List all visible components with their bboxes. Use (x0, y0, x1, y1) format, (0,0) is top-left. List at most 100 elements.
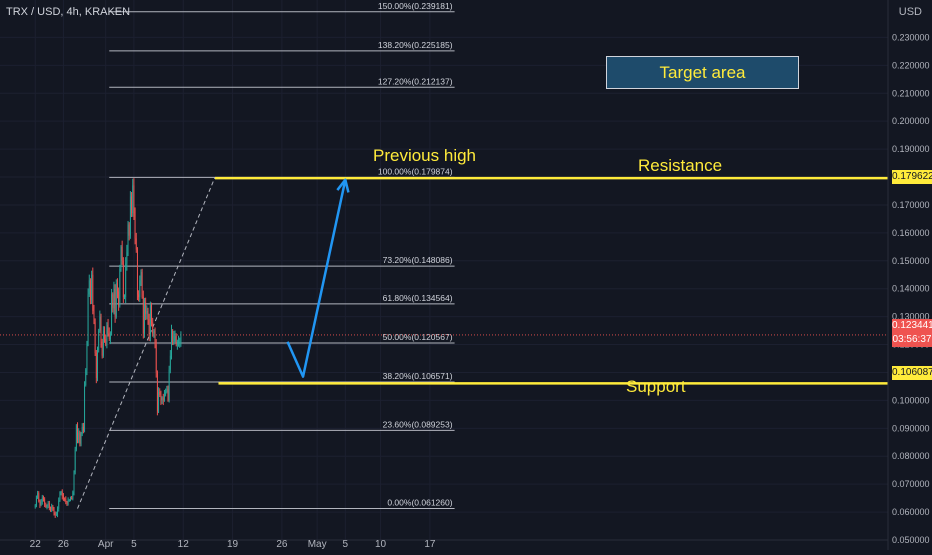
candle-body (114, 288, 116, 317)
candle-body (124, 297, 125, 299)
y-tick-label: 0.140000 (892, 284, 930, 294)
candle-body (106, 325, 108, 345)
candle-body (164, 394, 165, 401)
candle-body (99, 316, 101, 331)
candle-body (113, 288, 115, 309)
fib-level-label: 38.20%(0.106571) (383, 371, 453, 381)
candle-body (111, 294, 112, 334)
candle-body (180, 336, 182, 342)
candle-body (65, 498, 67, 503)
candle-body (79, 432, 81, 444)
countdown-tag: 03:56:37 (892, 333, 932, 347)
fib-level-label: 73.20%(0.148086) (383, 255, 453, 265)
candle-body (179, 341, 181, 343)
candle-body (72, 492, 74, 499)
candle-body (39, 500, 41, 506)
candle-body (126, 252, 128, 264)
candle-body (97, 350, 98, 379)
candle-body (68, 500, 70, 502)
candle-body (105, 338, 107, 345)
candle-body (46, 505, 48, 508)
candle-body (88, 280, 90, 295)
candle-body (85, 369, 87, 386)
y-tick-label: 0.130000 (892, 312, 930, 322)
candle-body (94, 322, 96, 353)
candle-body (162, 397, 164, 401)
candle-body (47, 503, 49, 506)
candle-body (161, 397, 163, 401)
fib-retracement-layer: 150.00%(0.239181) 138.20%(0.225185) 127.20… (0, 1, 888, 510)
candle-body (100, 316, 102, 342)
candle-body (36, 498, 37, 506)
fib-level-label: 150.00%(0.239181) (378, 1, 453, 11)
y-tick-label: 0.200000 (892, 116, 930, 126)
candle-body (173, 336, 175, 342)
y-tick-label: 0.150000 (892, 256, 930, 266)
candle-body (90, 280, 91, 300)
candle-body (98, 330, 100, 351)
candle-body (77, 425, 78, 443)
candle-body (73, 472, 75, 493)
candle-body (95, 352, 97, 379)
candle-body (135, 238, 137, 250)
candle-body (149, 305, 151, 337)
candle-body (91, 274, 93, 300)
candle-body (59, 494, 61, 501)
candle-body (128, 224, 130, 236)
candle-body (174, 336, 176, 338)
candle-body (67, 500, 69, 504)
projection-path (286, 179, 347, 378)
candle-body (34, 505, 36, 508)
candle-body (175, 336, 177, 345)
x-tick-label: 12 (178, 539, 190, 550)
candle-body (38, 493, 40, 501)
candle-body (108, 333, 110, 339)
candle-body (110, 333, 111, 339)
candle-body (119, 269, 121, 306)
candle-body (156, 372, 158, 412)
candle-body (148, 319, 150, 337)
candle-body (102, 330, 104, 356)
candle-body (50, 508, 51, 510)
candle-body (40, 501, 42, 506)
x-tick-label: Apr (98, 539, 114, 550)
candle-body (75, 425, 77, 450)
x-tick-label: May (308, 539, 327, 550)
candle-body (64, 498, 66, 500)
candle-body (155, 344, 157, 373)
candle-body (153, 330, 155, 334)
x-tick-label: 26 (276, 539, 288, 550)
currency-label: USD (898, 6, 922, 18)
candle-body (165, 392, 167, 395)
y-tick-label: 0.050000 (892, 535, 930, 545)
candle-body (139, 280, 141, 298)
previous-high-label: Previous high (373, 146, 477, 165)
candle-body (172, 330, 174, 342)
candle-body (167, 389, 169, 401)
projection-arrowhead (336, 178, 350, 193)
candle-body (52, 506, 54, 509)
candle-body (78, 432, 80, 443)
candle-body (80, 433, 82, 444)
candle-body (134, 213, 136, 239)
projection-layer (286, 178, 350, 378)
candle-body (121, 246, 123, 261)
fib-level-label: 0.00%(0.061260) (387, 498, 452, 508)
candle-body (142, 297, 144, 334)
x-tick-label: 26 (58, 539, 70, 550)
y-tick-label: 0.100000 (892, 395, 930, 405)
resistance-label: Resistance (638, 156, 723, 175)
x-tick-label: 5 (131, 539, 137, 550)
candle-body (178, 341, 179, 343)
candle-body (45, 504, 47, 508)
y-tick-label: 0.170000 (892, 200, 930, 210)
support-resistance-layer (214, 176, 888, 385)
target-area-label: Target area (659, 62, 746, 82)
candle-body (129, 196, 131, 236)
candle-body (115, 283, 117, 317)
fib-level-label: 61.80%(0.134564) (383, 293, 453, 303)
candle-body (71, 498, 73, 500)
x-tick-label: 22 (30, 539, 42, 550)
